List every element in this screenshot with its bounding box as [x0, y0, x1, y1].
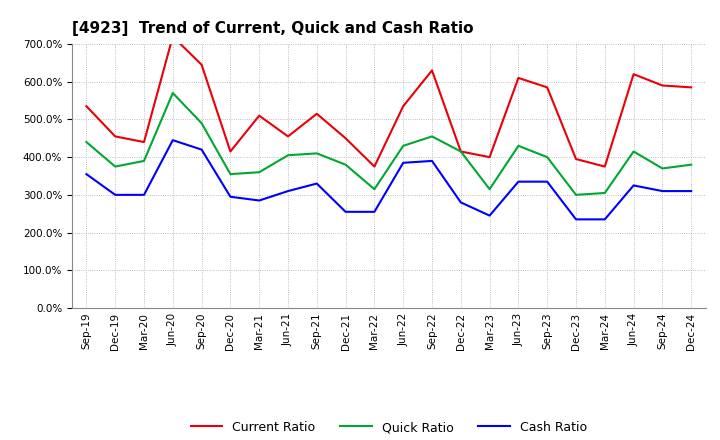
Current Ratio: [140, 139, 148, 145]
Current Ratio: [370, 164, 379, 169]
Cash Ratio: [370, 209, 379, 214]
Quick Ratio: [341, 162, 350, 167]
Current Ratio: [658, 83, 667, 88]
Quick Ratio: [428, 134, 436, 139]
Legend: Current Ratio, Quick Ratio, Cash Ratio: Current Ratio, Quick Ratio, Cash Ratio: [186, 415, 592, 439]
Line: Cash Ratio: Cash Ratio: [86, 140, 691, 220]
Quick Ratio: [197, 121, 206, 126]
Current Ratio: [255, 113, 264, 118]
Quick Ratio: [312, 151, 321, 156]
Quick Ratio: [658, 166, 667, 171]
Current Ratio: [543, 85, 552, 90]
Quick Ratio: [572, 192, 580, 198]
Quick Ratio: [111, 164, 120, 169]
Text: [4923]  Trend of Current, Quick and Cash Ratio: [4923] Trend of Current, Quick and Cash …: [72, 21, 474, 36]
Quick Ratio: [485, 187, 494, 192]
Cash Ratio: [140, 192, 148, 198]
Cash Ratio: [82, 172, 91, 177]
Line: Current Ratio: Current Ratio: [86, 37, 691, 167]
Current Ratio: [629, 72, 638, 77]
Current Ratio: [572, 156, 580, 161]
Cash Ratio: [226, 194, 235, 199]
Quick Ratio: [600, 191, 609, 196]
Quick Ratio: [543, 154, 552, 160]
Current Ratio: [312, 111, 321, 117]
Current Ratio: [197, 62, 206, 67]
Cash Ratio: [255, 198, 264, 203]
Quick Ratio: [629, 149, 638, 154]
Cash Ratio: [111, 192, 120, 198]
Quick Ratio: [284, 153, 292, 158]
Current Ratio: [456, 149, 465, 154]
Quick Ratio: [399, 143, 408, 148]
Quick Ratio: [82, 139, 91, 145]
Cash Ratio: [399, 160, 408, 165]
Quick Ratio: [514, 143, 523, 148]
Current Ratio: [428, 68, 436, 73]
Quick Ratio: [255, 169, 264, 175]
Line: Quick Ratio: Quick Ratio: [86, 93, 691, 195]
Cash Ratio: [456, 200, 465, 205]
Current Ratio: [284, 134, 292, 139]
Quick Ratio: [168, 90, 177, 95]
Cash Ratio: [197, 147, 206, 152]
Cash Ratio: [284, 188, 292, 194]
Current Ratio: [168, 34, 177, 39]
Cash Ratio: [514, 179, 523, 184]
Current Ratio: [600, 164, 609, 169]
Current Ratio: [341, 136, 350, 141]
Cash Ratio: [312, 181, 321, 186]
Cash Ratio: [543, 179, 552, 184]
Quick Ratio: [687, 162, 696, 167]
Current Ratio: [485, 154, 494, 160]
Cash Ratio: [168, 138, 177, 143]
Cash Ratio: [428, 158, 436, 164]
Current Ratio: [82, 103, 91, 109]
Current Ratio: [111, 134, 120, 139]
Quick Ratio: [140, 158, 148, 164]
Cash Ratio: [658, 188, 667, 194]
Cash Ratio: [341, 209, 350, 214]
Quick Ratio: [226, 172, 235, 177]
Cash Ratio: [600, 217, 609, 222]
Quick Ratio: [456, 149, 465, 154]
Current Ratio: [687, 85, 696, 90]
Cash Ratio: [485, 213, 494, 218]
Current Ratio: [399, 103, 408, 109]
Cash Ratio: [687, 188, 696, 194]
Current Ratio: [514, 75, 523, 81]
Cash Ratio: [572, 217, 580, 222]
Quick Ratio: [370, 187, 379, 192]
Cash Ratio: [629, 183, 638, 188]
Current Ratio: [226, 149, 235, 154]
